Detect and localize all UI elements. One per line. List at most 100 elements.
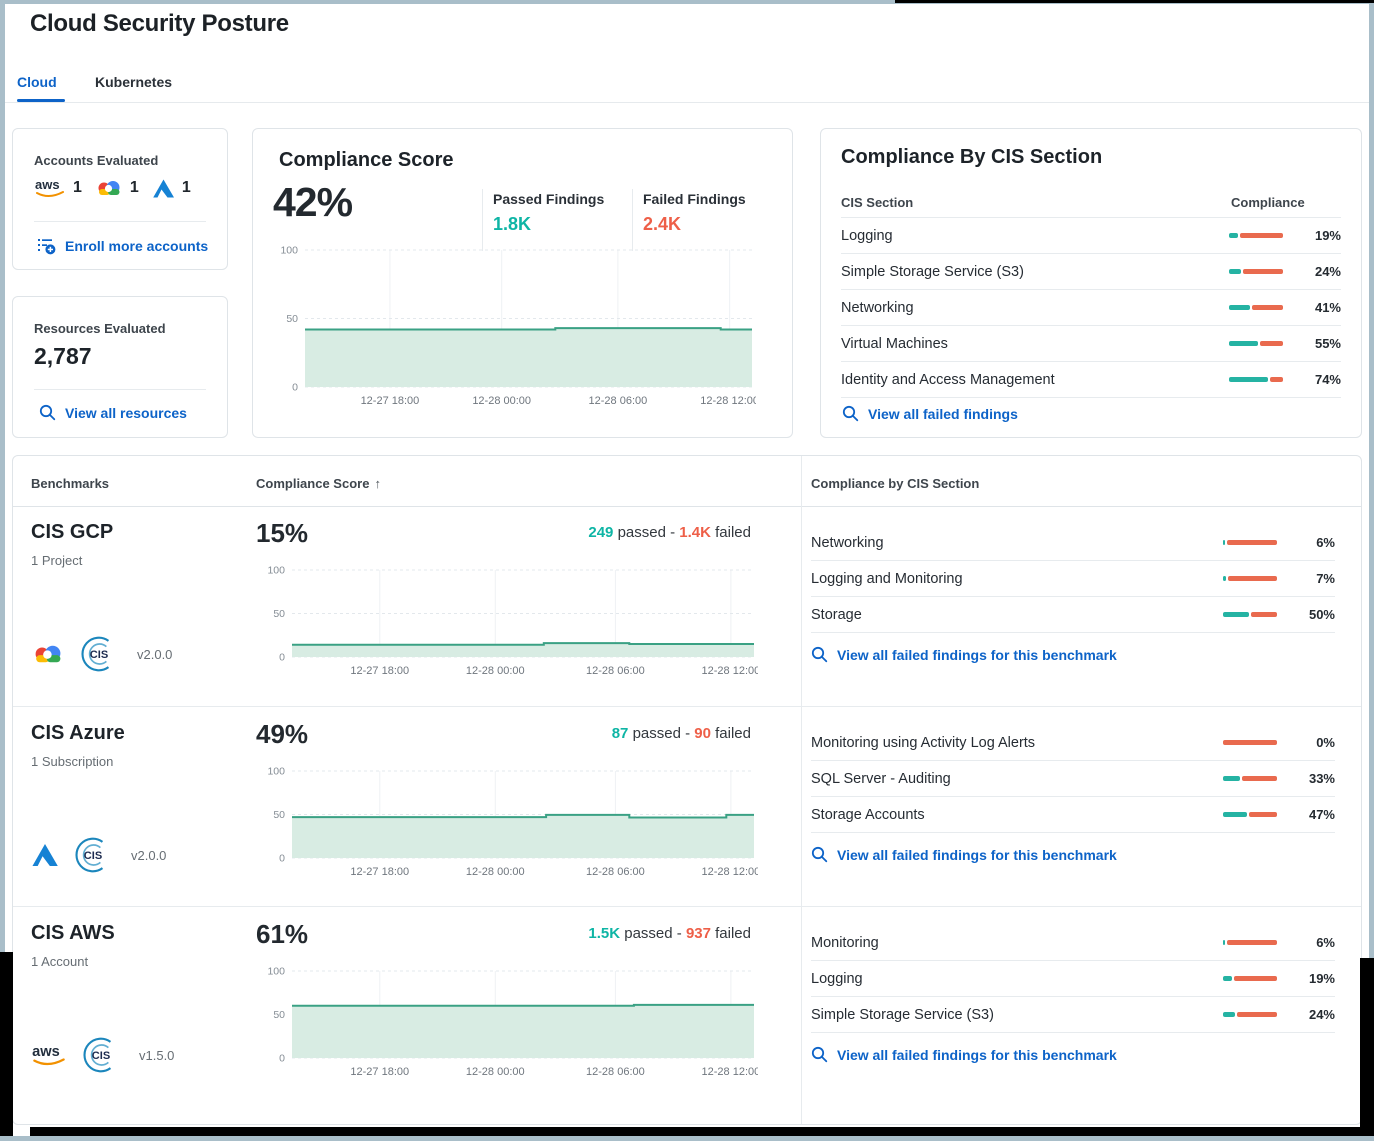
benchmark-trend-chart[interactable]: 0 50 100 12-27 18:00 12-28 00:00 12-28 06:00 1…: [256, 962, 760, 1084]
svg-text:12-28 12:00: 12-28 12:00: [702, 1066, 758, 1078]
compliance-pct: 19%: [1308, 971, 1335, 986]
benchmark-row-cis-aws: CIS AWS 1 Account aws CIS v1.5.0 61% 1.5…: [13, 906, 1361, 1107]
failed-word: failed: [710, 524, 751, 541]
account-provider-counts: aws 1 1 1: [34, 177, 191, 199]
active-tab-underline: [17, 99, 65, 102]
svg-text:CIS: CIS: [92, 1050, 110, 1062]
passed-count: 249: [588, 524, 614, 541]
cis-section-label: Networking: [841, 299, 914, 316]
cis-logo-icon: CIS: [83, 1037, 112, 1073]
azure-logo-icon: [153, 179, 174, 197]
compliance-pct: 24%: [1314, 264, 1341, 279]
table-row: Monitoring using Activity Log Alerts 0%: [811, 725, 1335, 761]
benchmark-name: CIS Azure: [31, 722, 125, 744]
view-all-failed-findings-label: View all failed findings: [868, 405, 1018, 422]
enroll-more-accounts-link[interactable]: Enroll more accounts: [37, 236, 208, 255]
compliance-bar: [1229, 305, 1283, 310]
stat-divider: [482, 189, 483, 251]
svg-text:12-28 06:00: 12-28 06:00: [586, 665, 645, 677]
compliance-pct: 6%: [1316, 535, 1335, 550]
view-failed-findings-benchmark-link[interactable]: View all failed findings for this benchm…: [811, 1046, 1335, 1063]
table-row: Logging 19%: [811, 961, 1335, 997]
resources-evaluated-card: Resources Evaluated 2,787 View all resou…: [12, 296, 228, 438]
table-row: Simple Storage Service (S3) 24%: [811, 997, 1335, 1033]
card-divider: [34, 221, 206, 222]
benchmark-row-cis-gcp: CIS GCP 1 Project CIS v2.0.0 15% 249: [13, 506, 1361, 706]
passed-failed-summary: 87 passed - 90 failed: [256, 725, 751, 742]
view-failed-findings-benchmark-link[interactable]: View all failed findings for this benchm…: [811, 646, 1335, 663]
view-failed-findings-benchmark-label: View all failed findings for this benchm…: [837, 646, 1117, 663]
compliance-by-cis-section-col-header: Compliance by CIS Section: [811, 476, 980, 491]
search-icon: [811, 846, 828, 863]
view-all-failed-findings-link[interactable]: View all failed findings: [842, 405, 1018, 422]
failed-findings-label: Failed Findings: [643, 191, 746, 207]
failed-count: 1.4K: [679, 524, 711, 541]
cis-section-label: Monitoring: [811, 934, 879, 951]
cis-section-label: Networking: [811, 534, 884, 551]
benchmark-name: CIS AWS: [31, 922, 115, 944]
failed-count: 90: [694, 725, 711, 742]
compliance-score-title: Compliance Score: [279, 149, 454, 171]
compliance-bar: [1223, 940, 1277, 945]
failed-count: 937: [685, 925, 711, 942]
svg-text:12-28 06:00: 12-28 06:00: [586, 866, 645, 878]
benchmark-trend-chart[interactable]: 0 50 100 12-27 18:00 12-28 00:00 12-28 06:00 1…: [256, 762, 760, 884]
compliance-pct: 19%: [1314, 228, 1341, 243]
compliance-bar: [1229, 341, 1283, 346]
search-icon: [842, 405, 859, 422]
svg-text:100: 100: [267, 565, 285, 577]
cis-section-label: Storage: [811, 606, 862, 623]
svg-text:12-28 12:00: 12-28 12:00: [702, 665, 758, 677]
passed-word: passed -: [628, 725, 695, 742]
cis-section-label: Simple Storage Service (S3): [811, 1006, 994, 1023]
svg-text:12-27 18:00: 12-27 18:00: [350, 1066, 409, 1078]
view-all-resources-link[interactable]: View all resources: [39, 404, 187, 421]
enroll-accounts-icon: [38, 239, 56, 255]
svg-text:12-27 18:00: 12-27 18:00: [350, 665, 409, 677]
compliance-by-cis-section-card: Compliance By CIS Section CIS Section Co…: [820, 128, 1362, 438]
svg-text:12-27 18:00: 12-27 18:00: [361, 395, 420, 407]
table-row: Networking 41%: [841, 290, 1341, 326]
svg-text:aws: aws: [32, 1044, 60, 1060]
screen-artifact-top: [895, 0, 1374, 3]
view-failed-findings-benchmark-link[interactable]: View all failed findings for this benchm…: [811, 846, 1335, 863]
cis-section-label: Monitoring using Activity Log Alerts: [811, 734, 1036, 751]
search-icon: [811, 646, 828, 663]
svg-text:0: 0: [279, 853, 285, 865]
table-row: Virtual Machines 55%: [841, 326, 1341, 362]
cis-section-label: Logging: [841, 227, 893, 244]
tab-kubernetes[interactable]: Kubernetes: [95, 74, 173, 90]
compliance-pct: 47%: [1308, 807, 1335, 822]
passed-word: passed -: [620, 925, 686, 942]
svg-text:50: 50: [273, 1009, 285, 1021]
view-all-resources-label: View all resources: [65, 404, 187, 421]
compliance-bar: [1223, 540, 1277, 545]
compliance-bar: [1223, 740, 1277, 745]
azure-account-count: 1: [181, 179, 191, 196]
enroll-more-accounts-label: Enroll more accounts: [65, 237, 209, 254]
compliance-score-chart[interactable]: 0 50 100 12-27 18:00 12-28 00:00 12-28 06:00 1…: [269, 241, 759, 413]
tabs-divider: [5, 102, 1369, 103]
benchmark-score: 15%: [256, 518, 309, 548]
card-divider: [34, 389, 206, 390]
tab-cloud[interactable]: Cloud: [17, 74, 57, 90]
passed-findings-stat: Passed Findings 1.8K: [493, 191, 604, 235]
benchmark-scope: 1 Subscription: [31, 754, 114, 769]
compliance-bar: [1223, 776, 1277, 781]
table-row: Logging and Monitoring 7%: [811, 561, 1335, 597]
svg-text:0: 0: [292, 382, 298, 394]
benchmark-logos: aws CIS v1.5.0: [31, 1035, 174, 1075]
cis-section-card-title: Compliance By CIS Section: [841, 146, 1103, 168]
compliance-score-value: 42%: [273, 179, 353, 225]
failed-findings-stat: Failed Findings 2.4K: [643, 191, 746, 235]
benchmark-row-cis-azure: CIS Azure 1 Subscription CIS v2.0.0 49% …: [13, 706, 1361, 907]
benchmark-trend-chart[interactable]: 0 50 100 12-27 18:00 12-28 00:00 12-28 06:00 1…: [256, 561, 760, 683]
failed-word: failed: [710, 725, 751, 742]
benchmark-sections: Monitoring using Activity Log Alerts 0% …: [811, 725, 1335, 863]
svg-text:100: 100: [267, 966, 285, 978]
svg-text:12-27 18:00: 12-27 18:00: [350, 866, 409, 878]
cis-section-label: Logging: [811, 970, 863, 987]
table-row: Simple Storage Service (S3) 24%: [841, 254, 1341, 290]
compliance-score-col-header[interactable]: Compliance Score ↑: [256, 476, 381, 491]
